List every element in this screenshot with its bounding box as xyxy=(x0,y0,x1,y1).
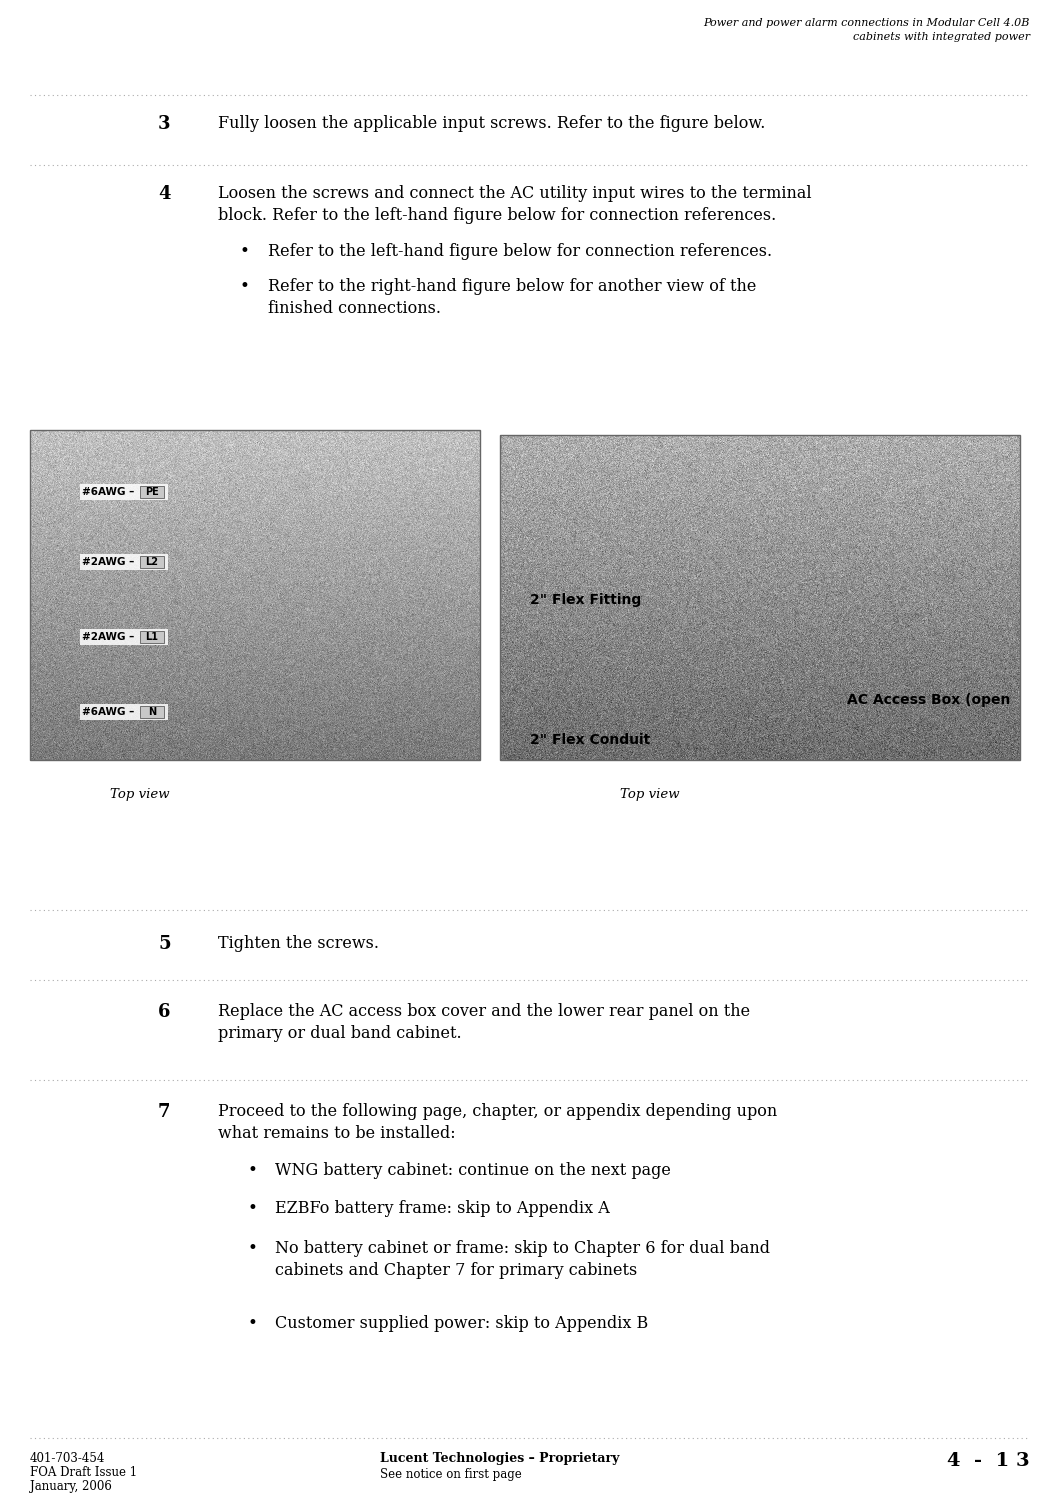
Bar xyxy=(140,556,164,568)
Text: finished connections.: finished connections. xyxy=(268,300,441,316)
Text: See notice on first page: See notice on first page xyxy=(380,1468,522,1480)
Text: Tighten the screws.: Tighten the screws. xyxy=(218,934,379,952)
Bar xyxy=(30,430,480,760)
Text: 6: 6 xyxy=(158,1004,170,1022)
Text: WNG battery cabinet: continue on the next page: WNG battery cabinet: continue on the nex… xyxy=(275,1162,671,1179)
Bar xyxy=(500,435,1020,760)
Text: No battery cabinet or frame: skip to Chapter 6 for dual band: No battery cabinet or frame: skip to Cha… xyxy=(275,1240,770,1257)
Text: Refer to the left-hand figure below for connection references.: Refer to the left-hand figure below for … xyxy=(268,243,772,260)
Text: 4: 4 xyxy=(158,184,170,202)
Bar xyxy=(140,706,164,718)
Text: January, 2006: January, 2006 xyxy=(30,1480,112,1492)
Text: AC Access Box (open: AC Access Box (open xyxy=(846,693,1010,706)
Text: cabinets with integrated power: cabinets with integrated power xyxy=(853,32,1030,42)
Text: #6AWG –: #6AWG – xyxy=(82,488,134,496)
Text: PE: PE xyxy=(145,488,159,496)
Text: cabinets and Chapter 7 for primary cabinets: cabinets and Chapter 7 for primary cabin… xyxy=(275,1262,637,1280)
Text: what remains to be installed:: what remains to be installed: xyxy=(218,1125,456,1142)
Text: N: N xyxy=(148,706,156,717)
Text: #2AWG –: #2AWG – xyxy=(82,632,134,642)
Text: L1: L1 xyxy=(146,632,159,642)
Text: EZBFo battery frame: skip to Appendix A: EZBFo battery frame: skip to Appendix A xyxy=(275,1200,610,1216)
Text: Proceed to the following page, chapter, or appendix depending upon: Proceed to the following page, chapter, … xyxy=(218,1102,777,1120)
Bar xyxy=(80,484,168,500)
Bar xyxy=(80,704,168,720)
Text: Refer to the right-hand figure below for another view of the: Refer to the right-hand figure below for… xyxy=(268,278,756,296)
Text: •: • xyxy=(248,1316,258,1332)
Text: L2: L2 xyxy=(146,556,159,567)
Bar xyxy=(80,628,168,645)
Text: Loosen the screws and connect the AC utility input wires to the terminal: Loosen the screws and connect the AC uti… xyxy=(218,184,812,202)
Text: 7: 7 xyxy=(158,1102,170,1120)
Text: FOA Draft Issue 1: FOA Draft Issue 1 xyxy=(30,1466,138,1479)
Text: #6AWG –: #6AWG – xyxy=(82,706,134,717)
Text: 401-703-454: 401-703-454 xyxy=(30,1452,105,1466)
Text: Replace the AC access box cover and the lower rear panel on the: Replace the AC access box cover and the … xyxy=(218,1004,750,1020)
Text: 4  -  1 3: 4 - 1 3 xyxy=(947,1452,1030,1470)
Bar xyxy=(80,554,168,570)
Text: •: • xyxy=(248,1240,258,1257)
Text: •: • xyxy=(248,1200,258,1216)
Text: Power and power alarm connections in Modular Cell 4.0B: Power and power alarm connections in Mod… xyxy=(704,18,1030,28)
Text: Customer supplied power: skip to Appendix B: Customer supplied power: skip to Appendi… xyxy=(275,1316,648,1332)
Text: 2" Flex Fitting: 2" Flex Fitting xyxy=(530,592,642,608)
Text: Fully loosen the applicable input screws. Refer to the figure below.: Fully loosen the applicable input screws… xyxy=(218,116,765,132)
Text: 3: 3 xyxy=(158,116,170,134)
Text: 5: 5 xyxy=(158,934,170,952)
Text: •: • xyxy=(248,1162,258,1179)
Text: •: • xyxy=(240,243,250,260)
Bar xyxy=(140,486,164,498)
Text: Lucent Technologies – Proprietary: Lucent Technologies – Proprietary xyxy=(380,1452,620,1466)
Bar xyxy=(140,632,164,644)
Text: •: • xyxy=(240,278,250,296)
Text: #2AWG –: #2AWG – xyxy=(82,556,134,567)
Text: Top view: Top view xyxy=(620,788,679,801)
Text: primary or dual band cabinet.: primary or dual band cabinet. xyxy=(218,1024,462,1042)
Text: block. Refer to the left-hand figure below for connection references.: block. Refer to the left-hand figure bel… xyxy=(218,207,776,224)
Text: 2" Flex Conduit: 2" Flex Conduit xyxy=(530,734,650,747)
Text: Top view: Top view xyxy=(110,788,170,801)
